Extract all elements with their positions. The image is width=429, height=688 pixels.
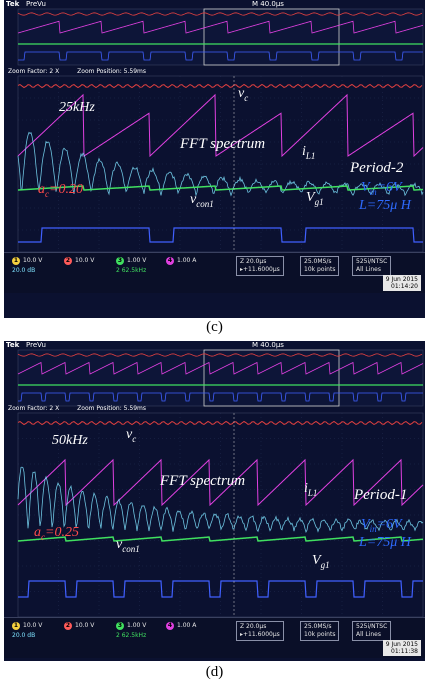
overview-window — [18, 350, 423, 406]
fft-scale: 20.0 dB — [10, 267, 37, 275]
ch3-scale: 3 1.00 V — [114, 257, 148, 265]
freq-annotation: 50kHz — [52, 433, 88, 449]
timebase-label: M 40.0μs — [252, 0, 284, 8]
timebase-label: M 40.0μs — [252, 341, 284, 349]
zoom-factor: Zoom Factor: 2 X — [8, 68, 59, 75]
scope-header-d: Tek PreVu M 40.0μs — [4, 341, 425, 350]
scope-header-c: Tek PreVu M 40.0μs — [4, 0, 425, 9]
inductance-annotation: L=75μ H — [359, 198, 411, 214]
trigger-std-box: 525i/NTSC All Lines — [352, 621, 391, 641]
caption-c: (c) — [0, 319, 429, 336]
sample-rate-box: 25.0MS/s 10k points — [300, 256, 339, 276]
inductance-annotation: L=75μ H — [359, 535, 411, 551]
brand-label: Tek — [6, 0, 19, 8]
brand-label: Tek — [6, 341, 19, 349]
vin-annotation: Vin=6V — [361, 180, 402, 197]
date-stamp: 9 Jun 2015 01:14:20 — [383, 275, 421, 291]
fft-scale: 20.0 dB — [10, 632, 37, 640]
zoom-factor: Zoom Factor: 2 X — [8, 405, 59, 412]
ac-annotation: ac=0.25 — [34, 525, 79, 542]
ch3-scale: 3 1.00 V — [114, 622, 148, 630]
period-annotation: Period-1 — [354, 487, 407, 504]
zoom-position: Zoom Position: 5.59ms — [77, 405, 146, 412]
zoom-time-box: Z 20.0μs ▸+11.6000μs — [236, 621, 284, 641]
vin-annotation: Vin=6V — [361, 517, 402, 534]
caption-d: (d) — [0, 664, 429, 681]
zoom-info-c: Zoom Factor: 2 X Zoom Position: 5.59ms — [8, 68, 258, 76]
vg-annotation: Vg1 — [306, 190, 324, 207]
sample-rate-box: 25.0MS/s 10k points — [300, 621, 339, 641]
scope-panel-c: Tek PreVu M 40.0μs Zoom Factor: 2 X Zoom… — [4, 0, 425, 318]
vcon-annotation: vcon1 — [190, 192, 214, 209]
zoom-time-box: Z 20.0μs ▸+11.6000μs — [236, 256, 284, 276]
fft-freq: 2 62.5kHz — [114, 632, 148, 640]
vc-annotation: vc — [238, 86, 248, 103]
overview-window — [18, 9, 423, 65]
vg-annotation: Vg1 — [312, 553, 330, 570]
vc-annotation: vc — [126, 427, 136, 444]
status-bar-c: 1 10.0 V 2 10.0 V 3 1.00 V 4 1.00 A 20.0 dB … — [4, 252, 425, 293]
ch4-scale: 4 1.00 A — [164, 622, 198, 630]
date-stamp: 9 Jun 2015 01:11:38 — [383, 640, 421, 656]
ch1-scale: 1 10.0 V — [10, 622, 44, 630]
trigger-std-box: 525i/NTSC All Lines — [352, 256, 391, 276]
fft-freq: 2 62.5kHz — [114, 267, 148, 275]
fft-annotation: FFT spectrum — [160, 473, 245, 490]
status-bar-d: 1 10.0 V 2 10.0 V 3 1.00 V 4 1.00 A 20.0 dB … — [4, 617, 425, 658]
mode-label: PreVu — [26, 0, 46, 8]
zoom-info-d: Zoom Factor: 2 X Zoom Position: 5.59ms — [8, 405, 258, 413]
mode-label: PreVu — [26, 341, 46, 349]
scope-panel-d: Tek PreVu M 40.0μs Zoom Factor: 2 X Zoom… — [4, 341, 425, 661]
freq-annotation: 25kHz — [59, 100, 95, 116]
vcon-annotation: vcon1 — [116, 537, 140, 554]
il-annotation: iL1 — [302, 144, 315, 161]
ch2-scale: 2 10.0 V — [62, 622, 96, 630]
ch4-scale: 4 1.00 A — [164, 257, 198, 265]
period-annotation: Period-2 — [350, 160, 403, 177]
fft-annotation: FFT spectrum — [180, 136, 265, 153]
ch2-scale: 2 10.0 V — [62, 257, 96, 265]
ac-annotation: ac=0.20 — [38, 182, 83, 199]
ch1-scale: 1 10.0 V — [10, 257, 44, 265]
zoom-position: Zoom Position: 5.59ms — [77, 68, 146, 75]
il-annotation: iL1 — [304, 481, 317, 498]
